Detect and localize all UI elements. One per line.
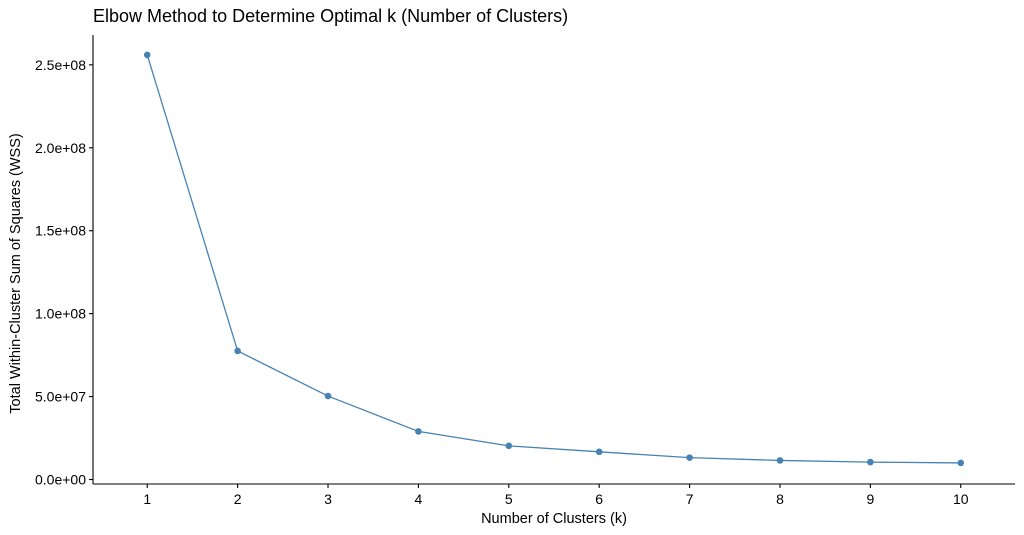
x-tick-label: 9 [866,491,874,507]
data-point [324,392,332,400]
x-axis-ticks: 1 2 3 4 5 6 7 8 9 10 [143,484,969,507]
data-point [143,51,151,59]
data-point [776,457,784,464]
x-tick-label: 4 [415,491,423,507]
x-tick-label: 7 [686,491,694,507]
x-tick-label: 3 [324,491,332,507]
data-point [957,459,965,467]
x-axis-title: Number of Clusters (k) [481,511,627,527]
data-point [595,448,603,456]
y-tick-label: 0.0e+00 [35,472,86,488]
y-tick-label: 5.0e+07 [35,389,86,405]
data-point [234,347,241,355]
y-axis-ticks: 0.0e+00 5.0e+07 1.0e+08 1.5e+08 2.0e+08 2.5e+… [35,57,93,488]
x-tick-label: 10 [953,491,969,507]
data-point [505,442,513,450]
y-axis-title: Total Within-Cluster Sum of Squares (WSS… [8,133,24,413]
data-point [686,454,693,461]
y-tick-label: 1.5e+08 [35,223,86,239]
data-point [867,458,874,466]
y-tick-label: 2.5e+08 [35,57,86,73]
x-tick-label: 2 [234,491,242,507]
x-tick-label: 5 [505,491,513,507]
x-tick-label: 6 [595,491,603,507]
y-tick-label: 1.0e+08 [35,306,86,322]
chart-title: Elbow Method to Determine Optimal k (Num… [93,6,568,26]
x-tick-label: 8 [776,491,784,507]
series-line [146,54,961,464]
y-tick-label: 2.0e+08 [35,140,86,156]
data-point [415,428,422,435]
wss-series [143,51,965,467]
x-tick-label: 1 [143,491,151,507]
